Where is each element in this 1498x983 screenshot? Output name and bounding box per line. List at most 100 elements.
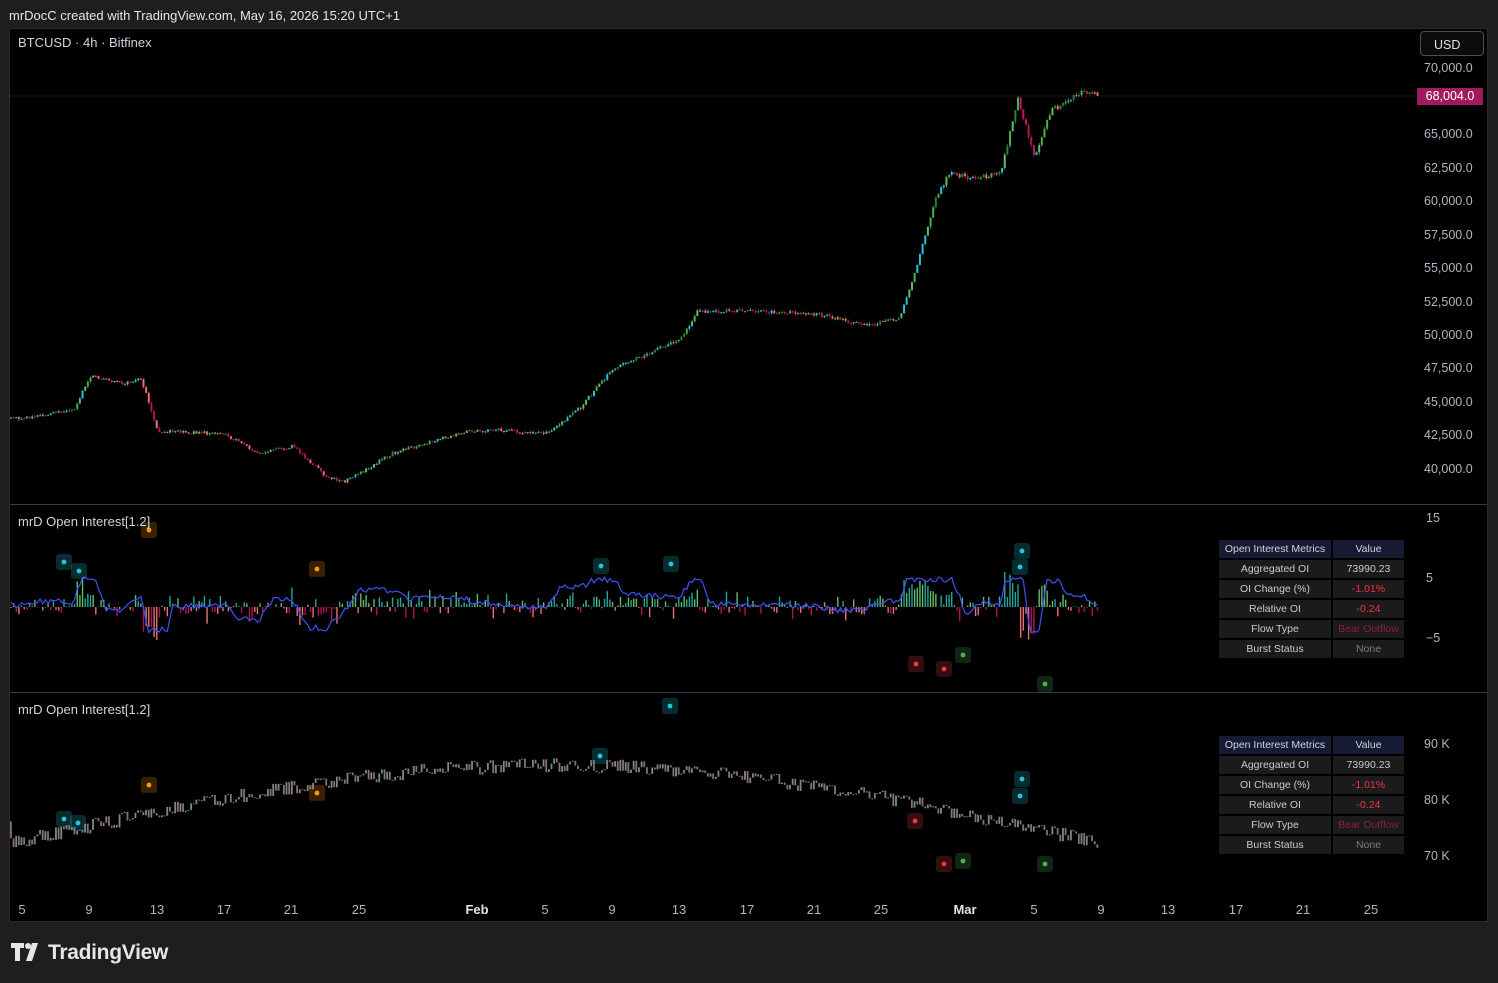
oi-candle (195, 799, 198, 804)
candle-body (971, 176, 974, 178)
time-axis-label: 17 (739, 902, 755, 917)
oi-candle (852, 794, 855, 796)
oi-candle (41, 830, 44, 841)
candle-body (269, 450, 272, 452)
time-axis-label: 21 (1295, 902, 1311, 917)
currency-button[interactable]: USD (1420, 31, 1484, 56)
burst-marker-dot (912, 818, 918, 824)
candle-body (969, 177, 972, 180)
candle-body (60, 411, 63, 413)
oi-candle (471, 760, 473, 770)
oi-candle (232, 802, 235, 804)
oi-candle (272, 783, 275, 797)
candle-body (343, 480, 346, 483)
candle-body (953, 171, 956, 175)
oi-candle (791, 778, 794, 785)
oi-candle (593, 760, 595, 771)
oi-candle (1059, 834, 1062, 842)
candle-body (341, 480, 344, 482)
symbol-title[interactable]: BTCUSD · 4h · Bitfinex (18, 35, 152, 50)
candle-body (537, 432, 540, 434)
ind1-axis-label: 5 (1426, 571, 1433, 585)
candle-body (836, 316, 839, 320)
oi-candle (916, 801, 919, 805)
burst-marker-dot (1017, 793, 1023, 799)
oi-candle (325, 778, 328, 786)
indicator-1-title[interactable]: mrD Open Interest[1.2] (18, 514, 151, 529)
candle-body (153, 411, 156, 421)
candle-body (219, 433, 222, 435)
oi-candle (330, 780, 333, 788)
oi-candle (208, 796, 211, 798)
metric-value: -1.01% (1333, 580, 1404, 598)
candle-body (176, 430, 179, 432)
oi-candle (529, 766, 532, 768)
metric-value: None (1333, 640, 1404, 658)
oi-candle (646, 767, 648, 774)
candle-body (383, 456, 386, 460)
burst-marker-dot (146, 782, 152, 788)
burst-marker-dot (61, 816, 67, 822)
oi-candle (351, 772, 354, 776)
oi-candle (918, 797, 921, 805)
pane-separator-1[interactable] (10, 504, 1487, 505)
candle-body (990, 173, 993, 178)
oi-candle (667, 765, 669, 772)
candle-body (797, 313, 800, 315)
oi-candle (1064, 828, 1067, 836)
oi-candle (985, 824, 987, 826)
candle-body (304, 453, 307, 459)
oi-candle (468, 763, 471, 770)
oi-candle (571, 760, 574, 762)
oi-candle (844, 793, 847, 796)
time-axis-label: 9 (85, 902, 93, 917)
oi-candle (865, 791, 868, 793)
oi-candle (179, 803, 182, 812)
oi-candle (1048, 834, 1051, 836)
pane-separator-2[interactable] (10, 692, 1487, 693)
indicator-2-title[interactable]: mrD Open Interest[1.2] (18, 702, 151, 717)
time-axis-label: 25 (351, 902, 367, 917)
candle-body (688, 326, 691, 329)
oi-candle (171, 811, 174, 814)
candle-body (818, 313, 821, 315)
candle-body (669, 342, 672, 345)
metric-value: -1.01% (1333, 776, 1404, 794)
candle-body (706, 311, 709, 313)
candle-body (516, 430, 519, 433)
oi-candle (1001, 816, 1003, 827)
oi-candle (108, 816, 110, 826)
oi-candle (624, 762, 627, 771)
candle-body (704, 310, 707, 313)
candle-body (757, 310, 760, 313)
oi-candle (192, 803, 195, 805)
oi-candle (868, 791, 871, 799)
oi-candle (653, 767, 656, 770)
candle-body (494, 429, 497, 431)
candle-body (259, 452, 262, 454)
oi-candle (585, 768, 587, 771)
oi-candle (314, 778, 317, 783)
candle-body (964, 173, 966, 177)
oi-candle (598, 772, 601, 774)
candle-body (293, 444, 296, 448)
time-axis-label: 9 (1097, 902, 1105, 917)
candle-body (773, 310, 776, 314)
oi-candle (749, 777, 752, 784)
oi-candle (502, 760, 505, 773)
oi-candle (587, 766, 590, 769)
oi-candle (383, 769, 386, 780)
metric-label: OI Change (%) (1219, 580, 1331, 598)
oi-candle (1014, 818, 1017, 828)
candle-body (208, 433, 211, 435)
candle-body (1022, 109, 1025, 120)
oi-candle (733, 771, 736, 774)
oi-candle (240, 789, 243, 798)
oi-candle (683, 769, 685, 774)
oi-candle (966, 816, 969, 818)
candle-body (171, 430, 174, 432)
oi-candle (1067, 835, 1070, 841)
oi-candle (20, 837, 23, 846)
oi-candle (563, 766, 566, 772)
